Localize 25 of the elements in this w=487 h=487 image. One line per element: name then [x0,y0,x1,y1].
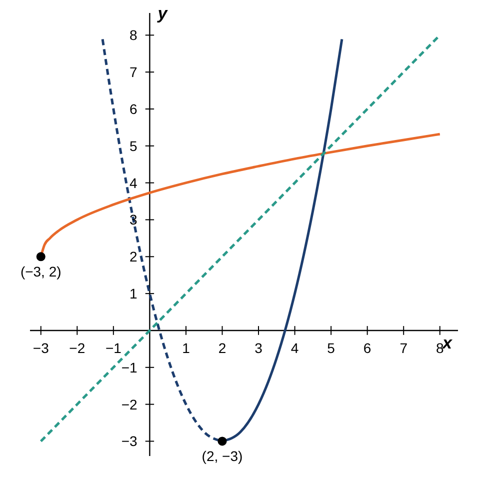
y-tick-label: 7 [130,64,138,80]
y-tick-label: 1 [130,286,138,302]
x-tick-label: 7 [400,340,408,356]
y-tick-label: 4 [130,174,138,191]
x-tick-label: 4 [290,340,299,356]
x-tick-label: −1 [105,340,122,356]
x-tick-label: −2 [69,340,86,356]
y-tick-label: −1 [121,359,138,376]
y-tick-label: 6 [130,100,138,117]
y-tick-label: 5 [130,138,138,154]
x-tick-label: 3 [254,340,263,356]
x-tick-label: 6 [363,340,372,356]
x-tick-label: 1 [182,340,190,356]
annotation: (2, −3) [202,448,243,464]
x-tick-label: 8 [436,340,444,356]
y-tick-label: −3 [121,433,138,450]
y-tick-label: −2 [121,396,138,412]
x-tick-label: −3 [32,340,50,356]
x-tick-label: 5 [327,340,336,356]
annotation: (−3, 2) [20,264,62,280]
y-axis-title: y [156,4,169,24]
y-tick-label: 8 [130,27,138,44]
y-tick-label: 2 [130,248,138,265]
y-tick-label: 3 [130,212,138,228]
x-tick-label: 2 [218,340,226,356]
